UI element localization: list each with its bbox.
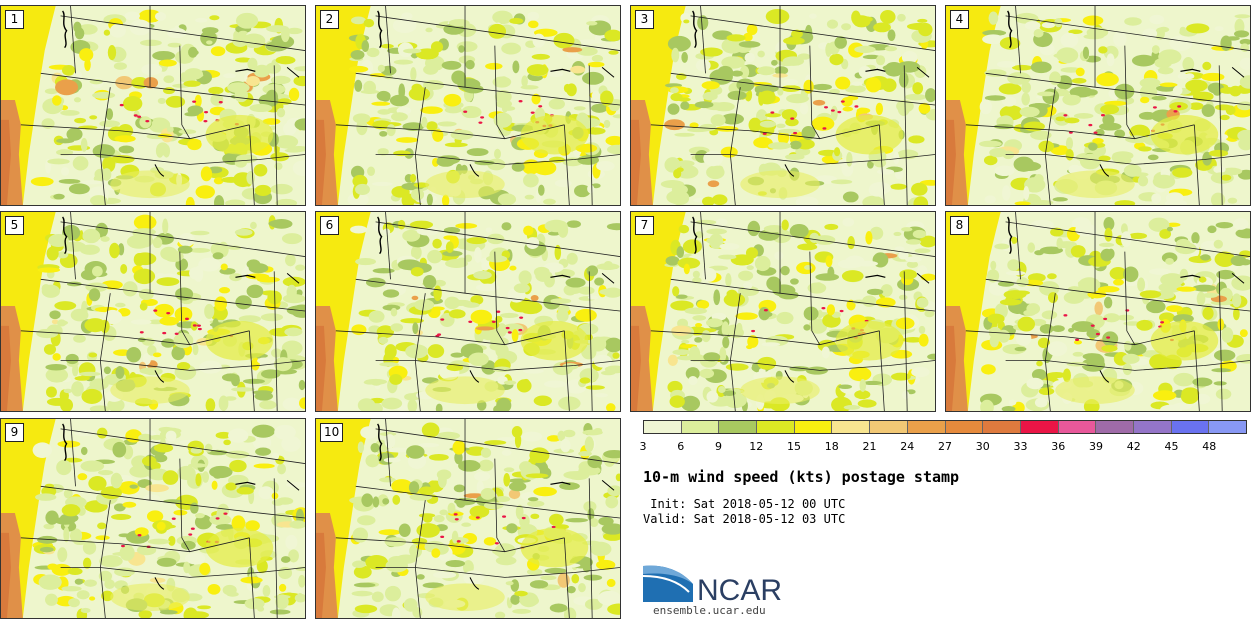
colorbar-segment (1132, 421, 1171, 433)
panel-number-label: 7 (635, 216, 654, 235)
colorbar-segment (1057, 421, 1096, 433)
wind-field-map (946, 6, 1250, 205)
colorbar-segment (906, 421, 945, 433)
wind-field-map (316, 212, 620, 411)
panel-number-label: 6 (320, 216, 339, 235)
colorbar-tick-label: 9 (715, 440, 722, 453)
map-panel: 10 (315, 418, 621, 619)
map-panel: 4 (945, 5, 1251, 206)
colorbar-segment (756, 421, 794, 433)
wind-field-map (631, 212, 935, 411)
panel-number-label: 2 (320, 10, 339, 29)
colorbar-tick-label: 36 (1051, 440, 1066, 453)
panel-number-label: 9 (5, 423, 24, 442)
colorbar-tick-label: 48 (1202, 440, 1217, 453)
colorbar-segment (718, 421, 757, 433)
map-panel: 7 (630, 211, 936, 412)
panel-number-label: 1 (5, 10, 24, 29)
colorbar-tick-label: 27 (938, 440, 952, 453)
panel-number-label: 10 (320, 423, 344, 442)
colorbar-segment (869, 421, 907, 433)
wind-field-map (316, 6, 620, 205)
panel-number-label: 5 (5, 216, 24, 235)
colorbar-tick-label: 3 (639, 440, 647, 453)
map-panel: 6 (315, 211, 621, 412)
colorbar-tick-label: 21 (862, 440, 877, 453)
wind-field-map (316, 419, 620, 618)
svg-text:NCAR: NCAR (697, 574, 782, 607)
colorbar-segment (680, 421, 719, 433)
wind-field-map (1, 212, 305, 411)
colorbar-tick-label: 39 (1089, 440, 1103, 453)
map-panel: 8 (945, 211, 1251, 412)
map-panel: 3 (630, 5, 936, 206)
colorbar-tick-label: 6 (677, 440, 685, 453)
panel-number-label: 3 (635, 10, 654, 29)
wind-field-map (1, 6, 305, 205)
wind-field-map (1, 419, 305, 618)
site-url: ensemble.ucar.edu (653, 604, 766, 617)
wind-field-map (946, 212, 1250, 411)
map-panel: 1 (0, 5, 306, 206)
colorbar-tick-label: 12 (749, 440, 764, 453)
colorbar-segment (1170, 421, 1209, 433)
colorbar-segment (644, 421, 681, 433)
colorbar-tick-label: 18 (824, 440, 839, 453)
colorbar-segment (944, 421, 983, 433)
wind-field-map (631, 6, 935, 205)
valid-time: Valid: Sat 2018-05-12 03 UTC (643, 512, 846, 526)
colorbar-tick-label: 30 (975, 440, 990, 453)
ncar-logo: NCAR (643, 565, 782, 607)
colorbar-segment (982, 421, 1020, 433)
colorbar-tick-label: 15 (787, 440, 801, 453)
colorbar-ticks: 3 6 9 12 15 18 21 24 27 30 33 36 39 42 45 48 (639, 440, 1247, 456)
colorbar-segment (1095, 421, 1133, 433)
panel-number-label: 8 (950, 216, 969, 235)
colorbar-tick-label: 24 (900, 440, 915, 453)
colorbar (643, 420, 1247, 434)
colorbar-segment (831, 421, 870, 433)
panel-number-label: 4 (950, 10, 969, 29)
figure-title: 10-m wind speed (kts) postage stamp (643, 468, 960, 486)
colorbar-tick-label: 45 (1164, 440, 1179, 453)
colorbar-segment (793, 421, 832, 433)
colorbar-segment (1019, 421, 1058, 433)
map-panel: 9 (0, 418, 306, 619)
colorbar-tick-label: 42 (1126, 440, 1141, 453)
colorbar-segment (1208, 421, 1246, 433)
init-time: Init: Sat 2018-05-12 00 UTC (643, 497, 846, 511)
colorbar-tick-label: 33 (1013, 440, 1028, 453)
map-panel: 2 (315, 5, 621, 206)
map-panel: 5 (0, 211, 306, 412)
